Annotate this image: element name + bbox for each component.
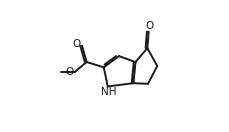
Text: O: O	[144, 21, 153, 31]
Text: O: O	[65, 67, 73, 77]
Text: O: O	[73, 39, 81, 49]
Text: NH: NH	[100, 87, 116, 97]
